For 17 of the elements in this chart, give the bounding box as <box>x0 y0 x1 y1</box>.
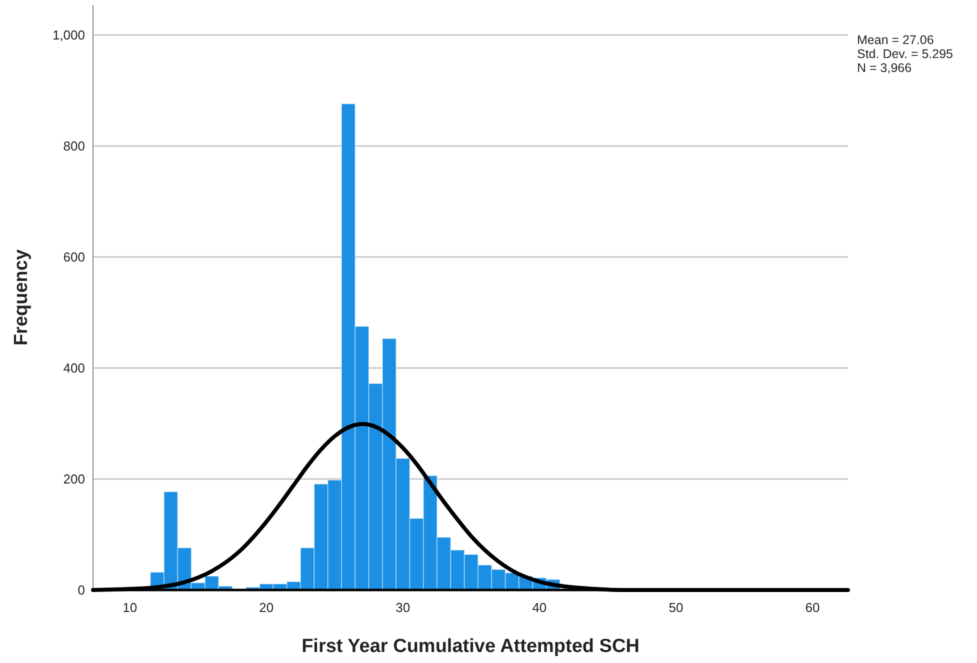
y-tick-label: 0 <box>78 582 85 598</box>
y-tick-label: 400 <box>63 360 85 376</box>
x-tick-label: 10 <box>122 600 138 615</box>
y-tick-label: 1,000 <box>52 28 85 43</box>
x-axis-title: First Year Cumulative Attempted SCH <box>302 636 640 657</box>
text: Std. Dev. = 5.295 <box>857 47 954 61</box>
x-tick-label: 30 <box>396 600 410 615</box>
text: Mean = 27.06 <box>857 33 934 47</box>
x-tick-label: 20 <box>259 600 274 615</box>
y-tick-label: 600 <box>63 250 85 265</box>
x-tick-label: 40 <box>532 600 547 615</box>
y-tick-label: 800 <box>63 138 85 154</box>
x-tick-label: 50 <box>668 600 684 615</box>
y-axis-title: Frequency <box>11 249 32 346</box>
text: N = 3,966 <box>857 61 912 75</box>
x-tick-label: 60 <box>805 600 820 615</box>
y-tick-label: 200 <box>63 472 85 487</box>
